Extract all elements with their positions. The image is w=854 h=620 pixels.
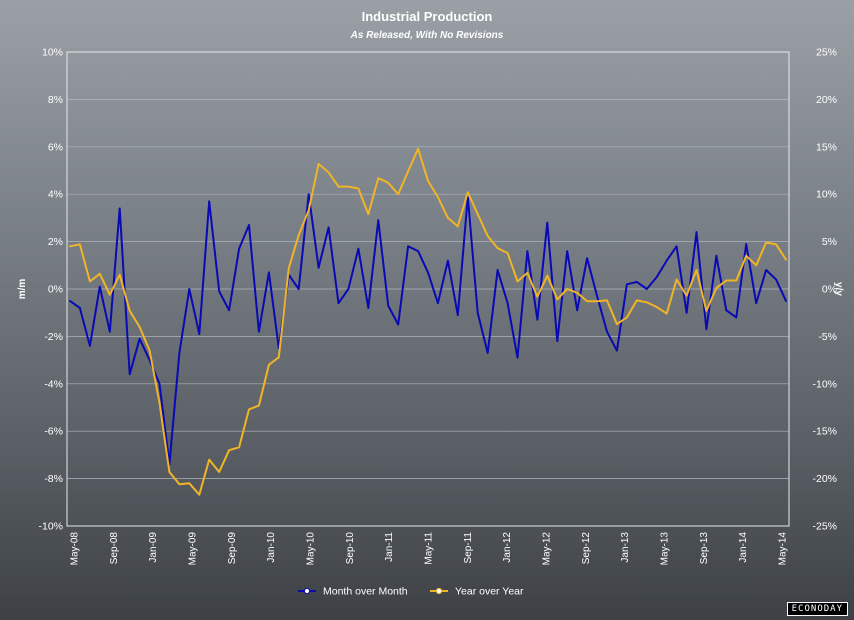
left-tick-label: -4% bbox=[44, 378, 63, 390]
x-tick-label: Jan-11 bbox=[384, 532, 395, 562]
grid-lines bbox=[67, 99, 789, 479]
right-tick-label: 15% bbox=[816, 141, 837, 153]
legend-yoy-label: Year over Year bbox=[455, 586, 524, 598]
left-tick-label: 0% bbox=[48, 284, 63, 296]
legend-yoy-swatch-marker bbox=[435, 587, 443, 595]
left-axis-label: m/m bbox=[17, 279, 28, 300]
left-tick-label: -8% bbox=[44, 473, 63, 485]
left-tick-label: 2% bbox=[48, 236, 63, 248]
x-tick-label: May-11 bbox=[424, 532, 435, 565]
legend: Month over Month Year over Year bbox=[298, 586, 524, 598]
left-axis: 10% 8% 6% 4% 2% 0% -2% -4% -6% -8% -10% bbox=[38, 47, 63, 533]
chart-subtitle: As Released, With No Revisions bbox=[350, 30, 504, 41]
x-axis: May-08 Sep-08 Jan-09 May-09 Sep-09 Jan-10 May-… bbox=[70, 532, 789, 566]
left-tick-label: 10% bbox=[42, 47, 63, 59]
x-tick-label: Sep-11 bbox=[463, 532, 474, 564]
right-tick-label: -25% bbox=[812, 521, 837, 533]
x-tick-label: May-10 bbox=[306, 532, 317, 566]
right-tick-label: -10% bbox=[812, 378, 837, 390]
x-tick-label: Jan-10 bbox=[266, 532, 277, 563]
series-line-year-over-year bbox=[69, 147, 787, 496]
x-tick-label: Jan-14 bbox=[738, 532, 749, 563]
right-axis-label: y/y bbox=[833, 282, 844, 296]
left-tick-label: -2% bbox=[44, 331, 63, 343]
x-tick-label: Jan-09 bbox=[148, 532, 159, 563]
series-line-month-over-month bbox=[69, 193, 787, 466]
x-tick-label: Sep-09 bbox=[227, 532, 238, 565]
x-tick-label: Jan-12 bbox=[502, 532, 513, 563]
plot-area bbox=[66, 51, 790, 527]
legend-item-yoy: Year over Year bbox=[430, 586, 524, 598]
x-tick-label: May-13 bbox=[660, 532, 671, 566]
right-tick-label: 25% bbox=[816, 47, 837, 59]
left-tick-label: 8% bbox=[48, 94, 63, 106]
x-tick-label: Sep-12 bbox=[581, 532, 592, 565]
right-axis: 25% 20% 15% 10% 5% 0% -5% -10% -15% -20% -25% bbox=[812, 47, 837, 533]
legend-mom-swatch-marker bbox=[303, 587, 311, 595]
right-tick-label: 0% bbox=[822, 284, 837, 296]
right-tick-label: 10% bbox=[816, 189, 837, 201]
legend-mom-label: Month over Month bbox=[323, 586, 408, 598]
right-tick-label: 20% bbox=[816, 94, 837, 106]
left-tick-label: 6% bbox=[48, 141, 63, 153]
econoday-logo: ECONODAY bbox=[786, 602, 848, 616]
left-tick-label: 4% bbox=[48, 189, 63, 201]
right-tick-label: 5% bbox=[822, 236, 837, 248]
right-tick-label: -5% bbox=[818, 331, 837, 343]
x-tick-label: Sep-10 bbox=[345, 532, 356, 565]
left-tick-label: -6% bbox=[44, 426, 63, 438]
x-tick-label: May-14 bbox=[778, 532, 789, 566]
x-tick-label: May-12 bbox=[542, 532, 553, 566]
x-tick-label: Sep-13 bbox=[699, 532, 710, 565]
x-tick-label: May-09 bbox=[188, 532, 199, 566]
series-layer bbox=[69, 147, 787, 496]
legend-item-mom: Month over Month bbox=[298, 586, 408, 598]
x-tick-label: Sep-08 bbox=[109, 532, 120, 565]
x-tick-label: Jan-13 bbox=[620, 532, 631, 563]
right-tick-label: -20% bbox=[812, 473, 837, 485]
chart-title: Industrial Production bbox=[362, 9, 493, 24]
right-tick-label: -15% bbox=[812, 426, 837, 438]
left-tick-label: -10% bbox=[38, 521, 63, 533]
x-tick-label: May-08 bbox=[70, 532, 81, 566]
